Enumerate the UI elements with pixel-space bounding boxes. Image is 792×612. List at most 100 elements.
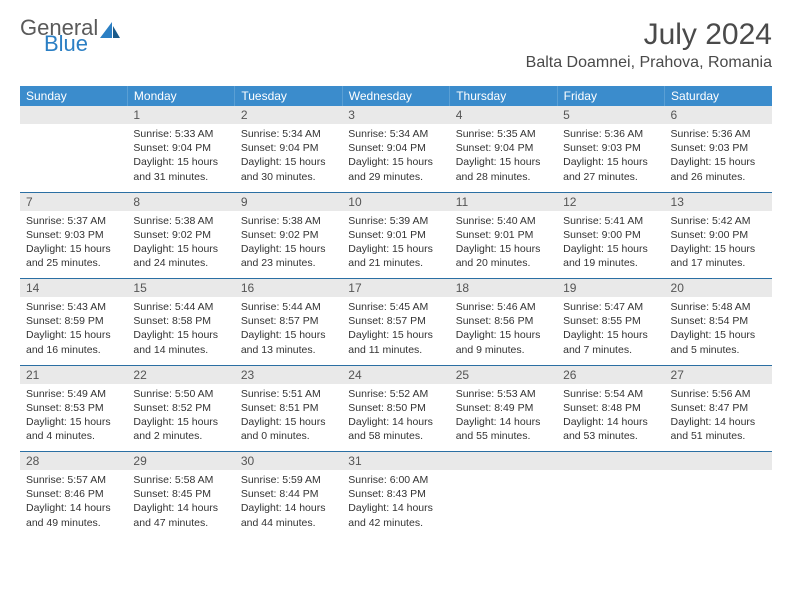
day-number-cell (557, 452, 664, 471)
daylight-text-1: Daylight: 15 hours (456, 155, 551, 169)
daylight-text-1: Daylight: 15 hours (133, 328, 228, 342)
daylight-text-2: and 27 minutes. (563, 170, 658, 184)
daylight-text-1: Daylight: 14 hours (241, 501, 336, 515)
day-info-cell: Sunrise: 5:41 AMSunset: 9:00 PMDaylight:… (557, 211, 664, 279)
sunset-text: Sunset: 8:43 PM (348, 487, 443, 501)
day-info-cell: Sunrise: 5:43 AMSunset: 8:59 PMDaylight:… (20, 297, 127, 365)
daylight-text-2: and 30 minutes. (241, 170, 336, 184)
sunset-text: Sunset: 9:02 PM (133, 228, 228, 242)
day-info-cell: Sunrise: 5:38 AMSunset: 9:02 PMDaylight:… (127, 211, 234, 279)
daylight-text-2: and 29 minutes. (348, 170, 443, 184)
day-number-cell: 17 (342, 279, 449, 298)
day-number-cell: 30 (235, 452, 342, 471)
sunset-text: Sunset: 9:04 PM (456, 141, 551, 155)
day-number-cell: 15 (127, 279, 234, 298)
day-info-cell: Sunrise: 6:00 AMSunset: 8:43 PMDaylight:… (342, 470, 449, 538)
daylight-text-1: Daylight: 15 hours (348, 155, 443, 169)
day-number-cell: 16 (235, 279, 342, 298)
daylight-text-1: Daylight: 14 hours (456, 415, 551, 429)
day-number-cell (665, 452, 772, 471)
weekday-header: Wednesday (342, 86, 449, 106)
sunset-text: Sunset: 9:01 PM (456, 228, 551, 242)
daylight-text-1: Daylight: 15 hours (133, 415, 228, 429)
daylight-text-2: and 17 minutes. (671, 256, 766, 270)
sunset-text: Sunset: 9:03 PM (563, 141, 658, 155)
sunrise-text: Sunrise: 5:48 AM (671, 300, 766, 314)
sunset-text: Sunset: 9:00 PM (563, 228, 658, 242)
sunrise-text: Sunrise: 5:34 AM (241, 127, 336, 141)
daylight-text-2: and 31 minutes. (133, 170, 228, 184)
day-info-row: Sunrise: 5:33 AMSunset: 9:04 PMDaylight:… (20, 124, 772, 192)
daylight-text-2: and 42 minutes. (348, 516, 443, 530)
sunrise-text: Sunrise: 5:49 AM (26, 387, 121, 401)
sunrise-text: Sunrise: 5:34 AM (348, 127, 443, 141)
day-number-row: 123456 (20, 106, 772, 124)
day-info-cell: Sunrise: 5:44 AMSunset: 8:58 PMDaylight:… (127, 297, 234, 365)
daylight-text-1: Daylight: 14 hours (133, 501, 228, 515)
sunset-text: Sunset: 8:51 PM (241, 401, 336, 415)
day-number-cell: 4 (450, 106, 557, 124)
sunset-text: Sunset: 8:53 PM (26, 401, 121, 415)
daylight-text-1: Daylight: 15 hours (241, 242, 336, 256)
daylight-text-2: and 9 minutes. (456, 343, 551, 357)
daylight-text-2: and 13 minutes. (241, 343, 336, 357)
day-info-cell (20, 124, 127, 192)
weekday-header: Tuesday (235, 86, 342, 106)
sunset-text: Sunset: 9:00 PM (671, 228, 766, 242)
month-title: July 2024 (526, 18, 772, 52)
day-info-cell: Sunrise: 5:48 AMSunset: 8:54 PMDaylight:… (665, 297, 772, 365)
day-number-cell: 19 (557, 279, 664, 298)
daylight-text-1: Daylight: 15 hours (456, 242, 551, 256)
daylight-text-1: Daylight: 14 hours (563, 415, 658, 429)
sunrise-text: Sunrise: 5:51 AM (241, 387, 336, 401)
day-number-cell: 1 (127, 106, 234, 124)
daylight-text-1: Daylight: 15 hours (563, 242, 658, 256)
day-number-cell: 28 (20, 452, 127, 471)
sunrise-text: Sunrise: 5:37 AM (26, 214, 121, 228)
sunrise-text: Sunrise: 5:46 AM (456, 300, 551, 314)
day-number-cell (450, 452, 557, 471)
sunset-text: Sunset: 8:59 PM (26, 314, 121, 328)
sunset-text: Sunset: 9:03 PM (671, 141, 766, 155)
day-info-cell: Sunrise: 5:52 AMSunset: 8:50 PMDaylight:… (342, 384, 449, 452)
daylight-text-2: and 26 minutes. (671, 170, 766, 184)
day-info-cell: Sunrise: 5:34 AMSunset: 9:04 PMDaylight:… (342, 124, 449, 192)
day-info-cell (557, 470, 664, 538)
day-info-cell: Sunrise: 5:45 AMSunset: 8:57 PMDaylight:… (342, 297, 449, 365)
sunset-text: Sunset: 8:52 PM (133, 401, 228, 415)
weekday-header: Thursday (450, 86, 557, 106)
day-info-row: Sunrise: 5:43 AMSunset: 8:59 PMDaylight:… (20, 297, 772, 365)
sunrise-text: Sunrise: 5:52 AM (348, 387, 443, 401)
daylight-text-2: and 5 minutes. (671, 343, 766, 357)
sunrise-text: Sunrise: 5:33 AM (133, 127, 228, 141)
daylight-text-1: Daylight: 15 hours (26, 328, 121, 342)
day-number-cell: 14 (20, 279, 127, 298)
day-info-cell: Sunrise: 5:56 AMSunset: 8:47 PMDaylight:… (665, 384, 772, 452)
sunrise-text: Sunrise: 5:39 AM (348, 214, 443, 228)
daylight-text-1: Daylight: 15 hours (563, 328, 658, 342)
day-number-cell: 21 (20, 365, 127, 384)
sunset-text: Sunset: 8:48 PM (563, 401, 658, 415)
sunrise-text: Sunrise: 5:36 AM (563, 127, 658, 141)
day-number-cell: 20 (665, 279, 772, 298)
day-number-cell: 23 (235, 365, 342, 384)
sunset-text: Sunset: 8:47 PM (671, 401, 766, 415)
sunset-text: Sunset: 9:01 PM (348, 228, 443, 242)
day-info-row: Sunrise: 5:57 AMSunset: 8:46 PMDaylight:… (20, 470, 772, 538)
day-info-cell (450, 470, 557, 538)
sunrise-text: Sunrise: 5:59 AM (241, 473, 336, 487)
day-number-cell: 7 (20, 192, 127, 211)
daylight-text-2: and 14 minutes. (133, 343, 228, 357)
day-number-cell: 10 (342, 192, 449, 211)
weekday-header: Saturday (665, 86, 772, 106)
day-number-cell: 26 (557, 365, 664, 384)
day-info-cell: Sunrise: 5:49 AMSunset: 8:53 PMDaylight:… (20, 384, 127, 452)
daylight-text-2: and 4 minutes. (26, 429, 121, 443)
day-info-cell: Sunrise: 5:42 AMSunset: 9:00 PMDaylight:… (665, 211, 772, 279)
sunset-text: Sunset: 8:44 PM (241, 487, 336, 501)
day-number-cell: 12 (557, 192, 664, 211)
daylight-text-2: and 11 minutes. (348, 343, 443, 357)
day-number-row: 14151617181920 (20, 279, 772, 298)
daylight-text-2: and 23 minutes. (241, 256, 336, 270)
day-info-cell: Sunrise: 5:44 AMSunset: 8:57 PMDaylight:… (235, 297, 342, 365)
